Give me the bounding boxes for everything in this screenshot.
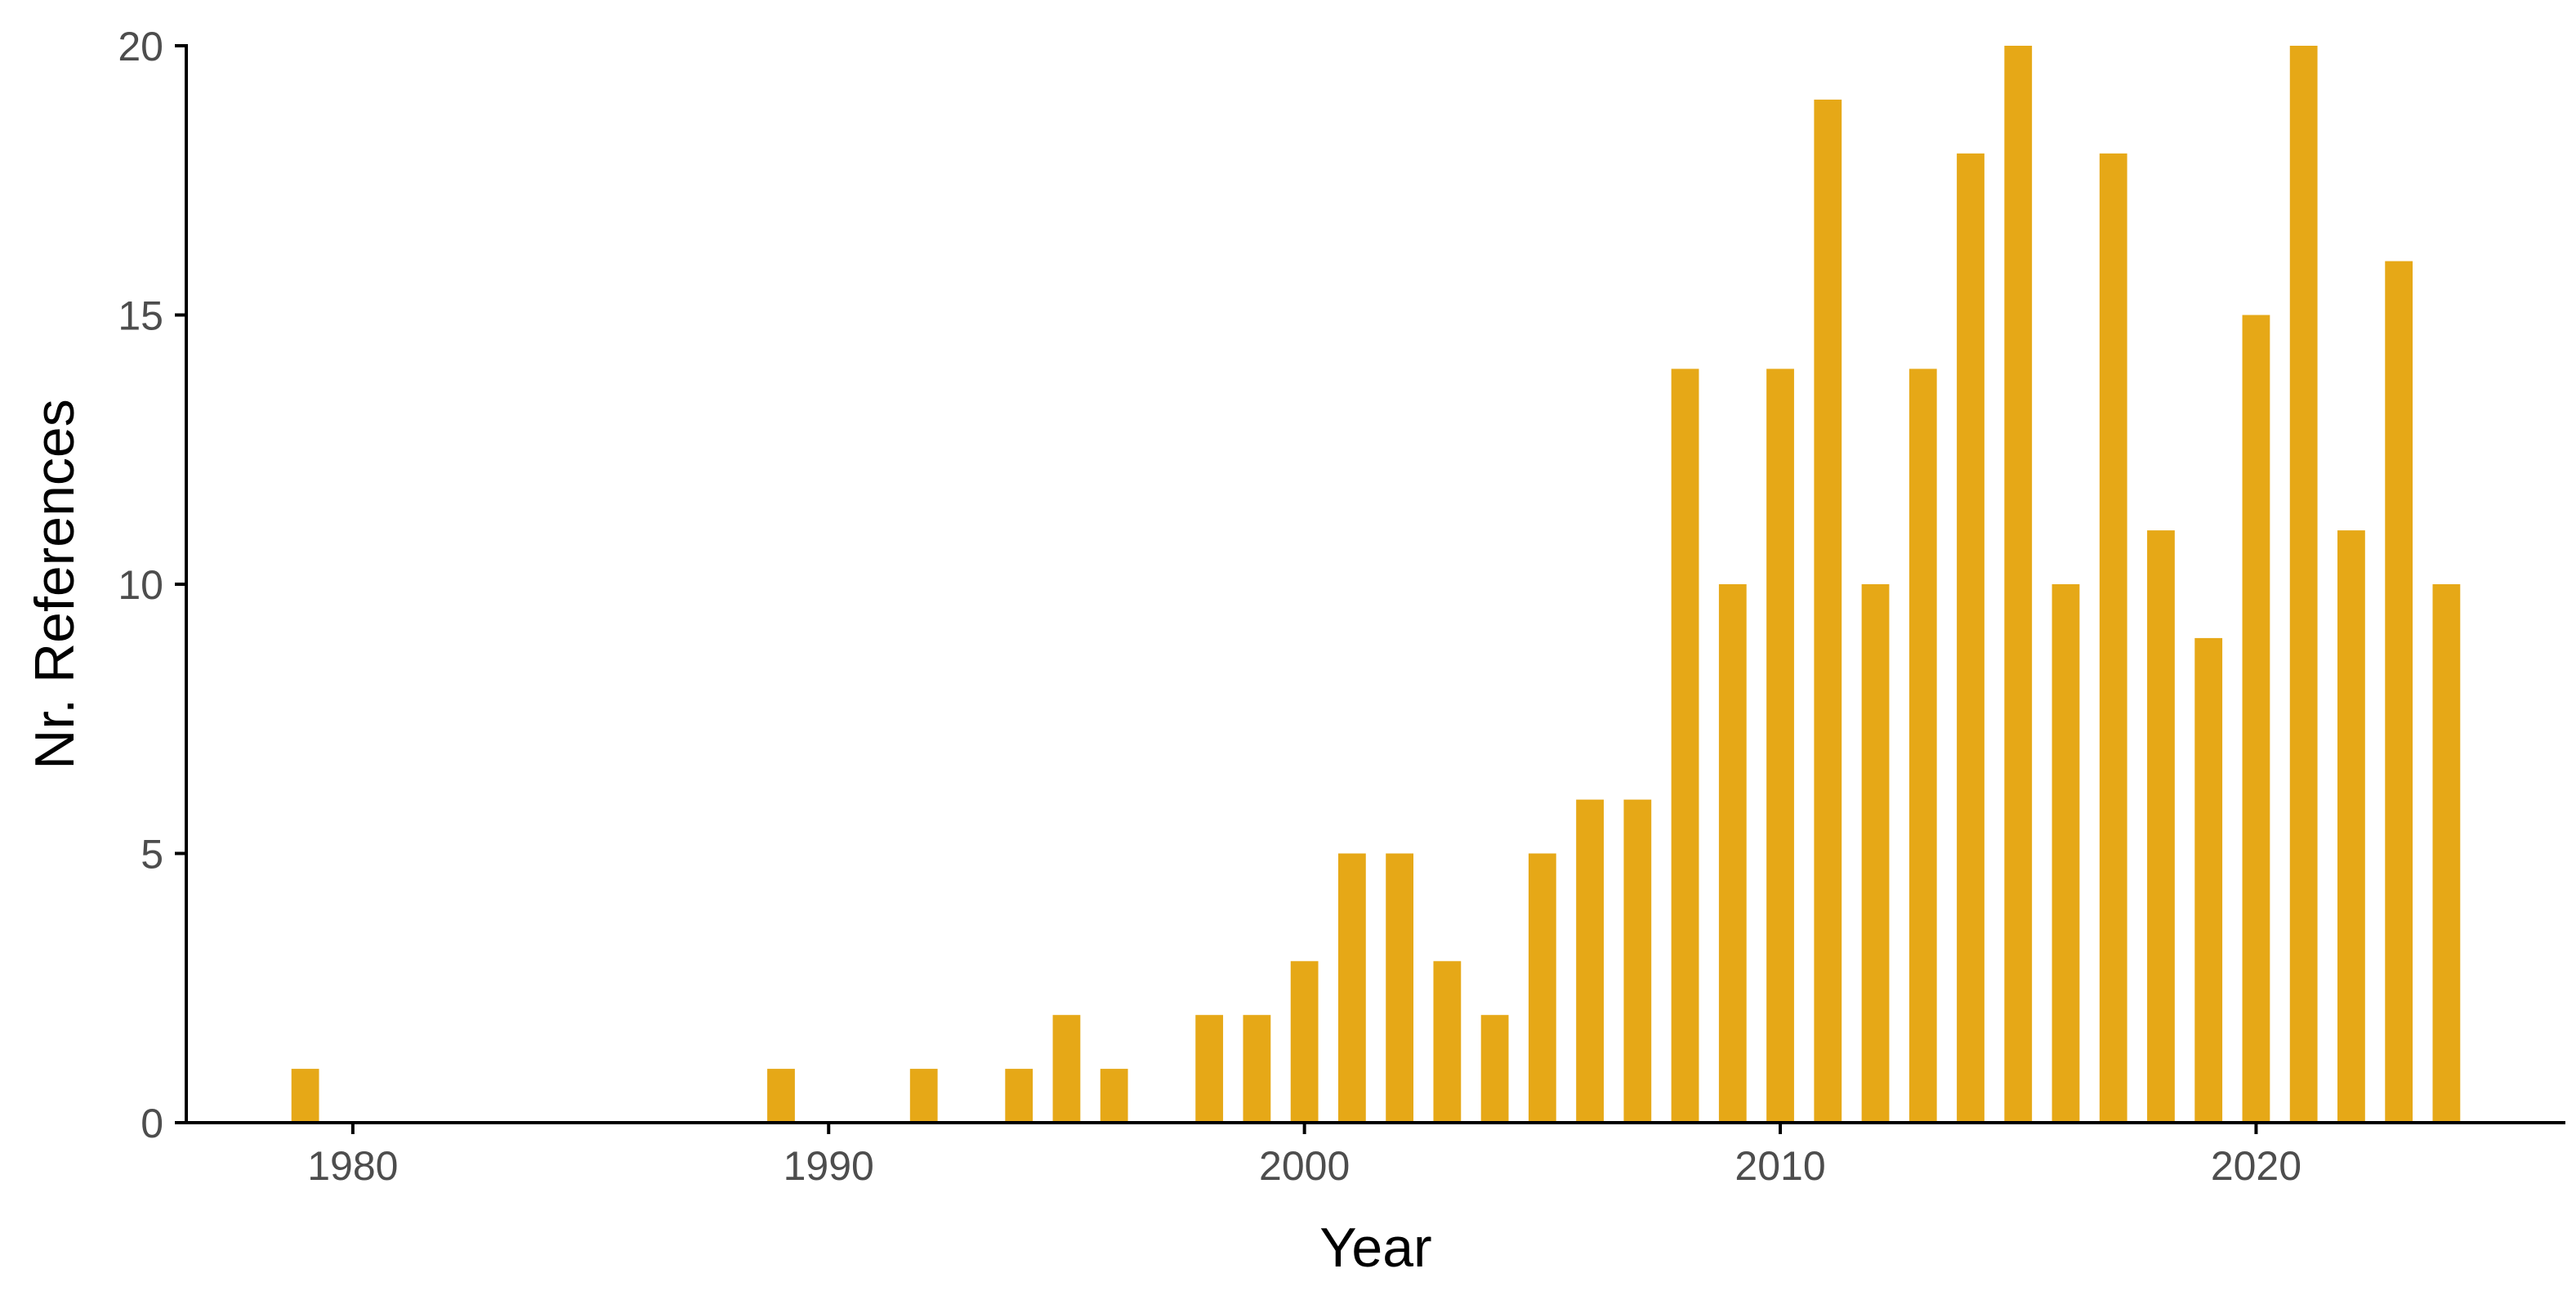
x-axis-title: Year <box>1319 1217 1431 1279</box>
x-tick-label-1980: 1980 <box>307 1143 398 1189</box>
x-tick-label-1990: 1990 <box>784 1143 874 1189</box>
bar-1998 <box>1195 1015 1224 1123</box>
y-tick-label-5: 5 <box>141 832 163 878</box>
bar-2024 <box>2432 584 2461 1123</box>
x-tick-label-2000: 2000 <box>1259 1143 1350 1189</box>
bar-2021 <box>2289 46 2318 1123</box>
bars-layer <box>291 46 2461 1123</box>
bar-2008 <box>1671 369 1699 1123</box>
bar-2012 <box>1861 584 1890 1123</box>
bar-1994 <box>1005 1069 1034 1123</box>
bar-2007 <box>1623 799 1652 1123</box>
bar-2006 <box>1576 799 1604 1123</box>
bar-2013 <box>1909 369 1937 1123</box>
bar-2002 <box>1386 853 1414 1123</box>
bar-1999 <box>1243 1015 1271 1123</box>
bar-2000 <box>1290 961 1319 1123</box>
bar-2018 <box>2147 530 2175 1123</box>
bar-2014 <box>1957 153 1984 1123</box>
bar-2017 <box>2099 153 2127 1123</box>
y-tick-label-0: 0 <box>141 1101 163 1146</box>
bar-2001 <box>1337 853 1366 1123</box>
bar-1989 <box>767 1069 795 1123</box>
bar-2019 <box>2194 637 2223 1123</box>
bar-2003 <box>1433 961 1462 1123</box>
x-tick-label-2010: 2010 <box>1734 1143 1825 1189</box>
bar-2016 <box>2051 584 2080 1123</box>
bar-2004 <box>1480 1015 1509 1123</box>
ticks-layer: 1980 1990 2000 2010 2020 0 5 10 15 20 <box>118 24 2301 1189</box>
bar-2011 <box>1814 99 1842 1123</box>
x-tick-label-2020: 2020 <box>2211 1143 2301 1189</box>
y-tick-label-10: 10 <box>118 562 163 608</box>
bar-1995 <box>1052 1015 1081 1123</box>
bar-1996 <box>1100 1069 1128 1123</box>
bar-2020 <box>2242 315 2270 1123</box>
y-tick-label-20: 20 <box>118 24 163 69</box>
bar-2010 <box>1766 369 1794 1123</box>
y-tick-label-15: 15 <box>118 293 163 339</box>
bar-2015 <box>2004 46 2033 1123</box>
bar-1992 <box>909 1069 938 1123</box>
bar-2005 <box>1528 853 1556 1123</box>
bar-2009 <box>1718 584 1747 1123</box>
bar-1979 <box>291 1069 319 1123</box>
y-axis-title: Nr. References <box>24 399 86 770</box>
bar-2022 <box>2337 530 2365 1123</box>
bar-2023 <box>2385 261 2413 1123</box>
